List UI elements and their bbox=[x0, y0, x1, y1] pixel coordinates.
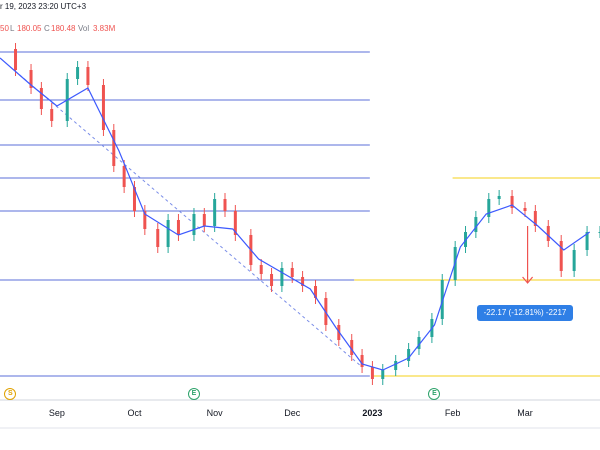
candle-body bbox=[314, 286, 318, 298]
low-label: L bbox=[10, 24, 15, 33]
x-tick-label: 2023 bbox=[362, 408, 382, 418]
moving-average-layer bbox=[0, 57, 591, 371]
candle-body bbox=[394, 361, 398, 370]
candle-body bbox=[39, 88, 43, 109]
candle-body bbox=[381, 370, 385, 379]
candle-body bbox=[417, 337, 421, 349]
volume-value: 3.83M bbox=[93, 24, 116, 33]
x-tick-label: Nov bbox=[207, 408, 224, 418]
candle-body bbox=[14, 49, 18, 70]
earnings-icon[interactable]: E bbox=[187, 388, 200, 400]
x-axis: Sep Oct Nov Dec 2023 Feb Mar bbox=[0, 399, 600, 429]
close-label: C bbox=[44, 24, 50, 33]
measure-arrow-layer bbox=[522, 226, 534, 284]
candle-body bbox=[510, 196, 514, 208]
candle-body bbox=[112, 130, 116, 166]
candle-body bbox=[259, 265, 263, 274]
candle-body bbox=[233, 211, 237, 235]
candle-body bbox=[143, 211, 147, 229]
x-tick-label: Sep bbox=[49, 408, 65, 418]
candle-body bbox=[585, 232, 589, 250]
candle-body bbox=[156, 229, 160, 247]
candle-body bbox=[546, 226, 550, 241]
candle-body bbox=[29, 70, 33, 88]
candle-body bbox=[487, 199, 491, 217]
candle-body bbox=[301, 277, 305, 286]
candle-body bbox=[440, 280, 444, 319]
candle-body bbox=[101, 85, 105, 130]
x-tick-label: Feb bbox=[445, 408, 461, 418]
x-tick-label: Oct bbox=[127, 408, 142, 418]
measure-arrow-head bbox=[522, 276, 534, 284]
candle-body bbox=[290, 268, 294, 277]
candle-body bbox=[350, 340, 354, 355]
candle-body bbox=[474, 217, 478, 232]
candle-body bbox=[370, 367, 374, 379]
candle-body bbox=[270, 274, 274, 286]
candle-body bbox=[132, 187, 136, 211]
candle-body bbox=[192, 214, 196, 235]
x-tick-label: Mar bbox=[517, 408, 533, 418]
volume-label: Vol bbox=[78, 24, 90, 33]
candle-body bbox=[50, 109, 54, 121]
candle-body bbox=[572, 250, 576, 271]
x-tick-label: Dec bbox=[284, 408, 301, 418]
datetime-label: r 19, 2023 23:20 UTC+3 bbox=[0, 2, 87, 11]
candle-body bbox=[76, 67, 80, 79]
horizontal-levels bbox=[0, 51, 600, 377]
trend-line-layer bbox=[10, 66, 363, 368]
candle-body bbox=[523, 208, 527, 211]
candles-layer bbox=[14, 43, 600, 385]
candle-body bbox=[86, 67, 90, 85]
candle-body bbox=[280, 268, 284, 286]
candle-body bbox=[559, 241, 563, 271]
candle-body bbox=[166, 220, 170, 247]
candle-body bbox=[223, 199, 227, 211]
close-value: 180.48 bbox=[51, 24, 76, 33]
moving-average-line bbox=[0, 57, 591, 371]
candle-body bbox=[202, 214, 206, 226]
candle-body bbox=[497, 196, 501, 199]
candle-body bbox=[407, 349, 411, 361]
candle-body bbox=[360, 355, 364, 367]
dividend-icon[interactable]: S bbox=[4, 388, 17, 400]
close-prefix-value: 50 bbox=[0, 24, 9, 33]
low-value: 180.05 bbox=[17, 24, 42, 33]
trend-line bbox=[10, 66, 363, 368]
candle-body bbox=[213, 199, 217, 226]
candle-body bbox=[533, 211, 537, 226]
candle-body bbox=[122, 166, 126, 187]
earnings-icon[interactable]: E bbox=[428, 388, 441, 400]
candle-body bbox=[598, 232, 600, 233]
measure-tooltip: -22.17 (-12.81%) -2217 bbox=[477, 305, 573, 321]
candle-body bbox=[176, 220, 180, 235]
